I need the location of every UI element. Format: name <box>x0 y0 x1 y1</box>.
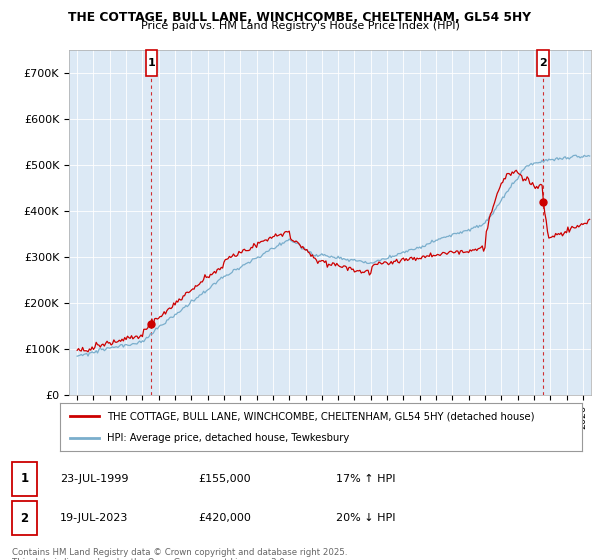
Text: 19-JUL-2023: 19-JUL-2023 <box>60 513 128 523</box>
Text: Price paid vs. HM Land Registry's House Price Index (HPI): Price paid vs. HM Land Registry's House … <box>140 21 460 31</box>
Text: 2: 2 <box>539 58 547 68</box>
Text: 20% ↓ HPI: 20% ↓ HPI <box>336 513 395 523</box>
Text: 23-JUL-1999: 23-JUL-1999 <box>60 474 128 484</box>
Text: 1: 1 <box>148 58 155 68</box>
Text: 1: 1 <box>20 472 29 486</box>
FancyBboxPatch shape <box>146 50 157 76</box>
Text: HPI: Average price, detached house, Tewkesbury: HPI: Average price, detached house, Tewk… <box>107 433 349 443</box>
Text: THE COTTAGE, BULL LANE, WINCHCOMBE, CHELTENHAM, GL54 5HY: THE COTTAGE, BULL LANE, WINCHCOMBE, CHEL… <box>68 11 532 24</box>
Text: £155,000: £155,000 <box>198 474 251 484</box>
Text: £420,000: £420,000 <box>198 513 251 523</box>
Text: THE COTTAGE, BULL LANE, WINCHCOMBE, CHELTENHAM, GL54 5HY (detached house): THE COTTAGE, BULL LANE, WINCHCOMBE, CHEL… <box>107 411 535 421</box>
Text: 17% ↑ HPI: 17% ↑ HPI <box>336 474 395 484</box>
Text: Contains HM Land Registry data © Crown copyright and database right 2025.
This d: Contains HM Land Registry data © Crown c… <box>12 548 347 560</box>
FancyBboxPatch shape <box>537 50 548 76</box>
Text: 2: 2 <box>20 511 29 525</box>
